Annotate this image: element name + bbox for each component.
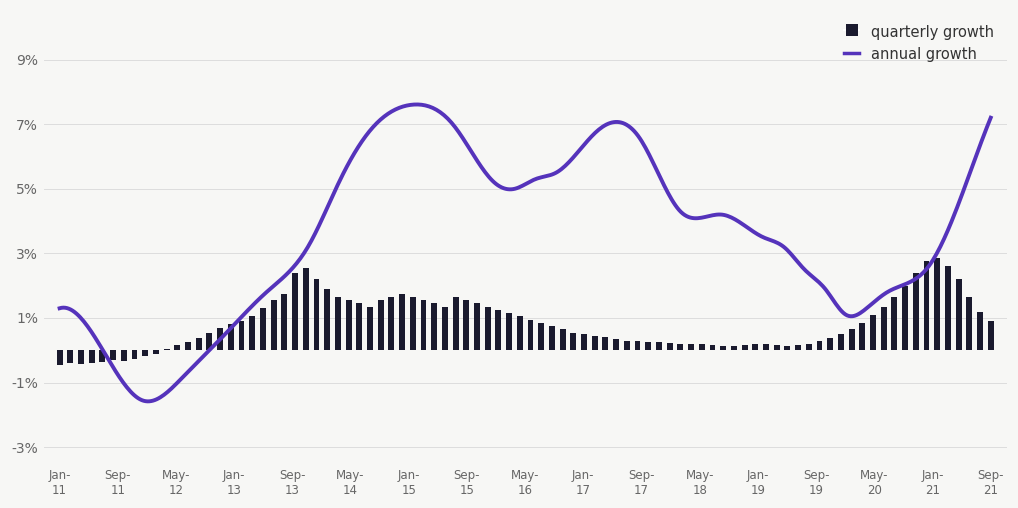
- Bar: [977, 311, 983, 351]
- Bar: [667, 343, 673, 351]
- Bar: [164, 348, 170, 351]
- Bar: [698, 344, 704, 351]
- Bar: [603, 337, 609, 351]
- Bar: [346, 300, 351, 351]
- Bar: [207, 333, 213, 351]
- Bar: [731, 346, 737, 351]
- Bar: [442, 307, 448, 351]
- Bar: [570, 333, 576, 351]
- Bar: [121, 351, 127, 361]
- Bar: [410, 297, 415, 351]
- Bar: [143, 351, 149, 356]
- Bar: [335, 297, 341, 351]
- Bar: [67, 351, 73, 363]
- Bar: [195, 338, 202, 351]
- Bar: [881, 307, 887, 351]
- Bar: [356, 303, 362, 351]
- Bar: [367, 307, 373, 351]
- Bar: [228, 325, 234, 351]
- Bar: [923, 262, 929, 351]
- Bar: [987, 321, 994, 351]
- Bar: [153, 351, 159, 354]
- Bar: [656, 342, 662, 351]
- Bar: [217, 328, 223, 351]
- Bar: [549, 326, 555, 351]
- Bar: [742, 345, 747, 351]
- Bar: [238, 321, 244, 351]
- Bar: [902, 285, 908, 351]
- Bar: [956, 279, 962, 351]
- Legend: quarterly growth, annual growth: quarterly growth, annual growth: [839, 18, 1000, 68]
- Bar: [174, 345, 180, 351]
- Bar: [496, 310, 501, 351]
- Bar: [752, 344, 758, 351]
- Bar: [688, 344, 694, 351]
- Bar: [913, 273, 919, 351]
- Bar: [624, 340, 630, 351]
- Bar: [110, 351, 116, 360]
- Bar: [89, 351, 95, 363]
- Bar: [634, 341, 640, 351]
- Bar: [785, 346, 790, 351]
- Bar: [271, 300, 277, 351]
- Bar: [185, 342, 191, 351]
- Bar: [432, 303, 437, 351]
- Bar: [378, 300, 384, 351]
- Bar: [517, 316, 523, 351]
- Bar: [474, 303, 479, 351]
- Bar: [838, 334, 844, 351]
- Bar: [581, 334, 587, 351]
- Bar: [828, 338, 833, 351]
- Bar: [816, 341, 823, 351]
- Bar: [560, 329, 566, 351]
- Bar: [249, 316, 256, 351]
- Bar: [292, 273, 298, 351]
- Bar: [57, 351, 62, 365]
- Bar: [389, 297, 394, 351]
- Bar: [527, 320, 533, 351]
- Bar: [795, 345, 801, 351]
- Bar: [720, 346, 726, 351]
- Bar: [859, 323, 865, 351]
- Bar: [764, 344, 769, 351]
- Bar: [849, 329, 854, 351]
- Bar: [324, 289, 330, 351]
- Bar: [892, 297, 897, 351]
- Bar: [399, 294, 405, 351]
- Bar: [677, 344, 683, 351]
- Bar: [506, 313, 512, 351]
- Bar: [945, 266, 951, 351]
- Bar: [966, 297, 972, 351]
- Bar: [314, 279, 320, 351]
- Bar: [870, 315, 875, 351]
- Bar: [539, 323, 545, 351]
- Bar: [591, 336, 598, 351]
- Bar: [645, 342, 652, 351]
- Bar: [78, 351, 83, 364]
- Bar: [806, 344, 811, 351]
- Bar: [463, 300, 469, 351]
- Bar: [774, 345, 780, 351]
- Bar: [302, 268, 308, 351]
- Bar: [281, 294, 287, 351]
- Bar: [100, 351, 105, 362]
- Bar: [935, 258, 941, 351]
- Bar: [485, 307, 491, 351]
- Bar: [710, 345, 716, 351]
- Bar: [131, 351, 137, 359]
- Bar: [453, 297, 458, 351]
- Bar: [420, 300, 427, 351]
- Bar: [260, 308, 266, 351]
- Bar: [613, 339, 619, 351]
